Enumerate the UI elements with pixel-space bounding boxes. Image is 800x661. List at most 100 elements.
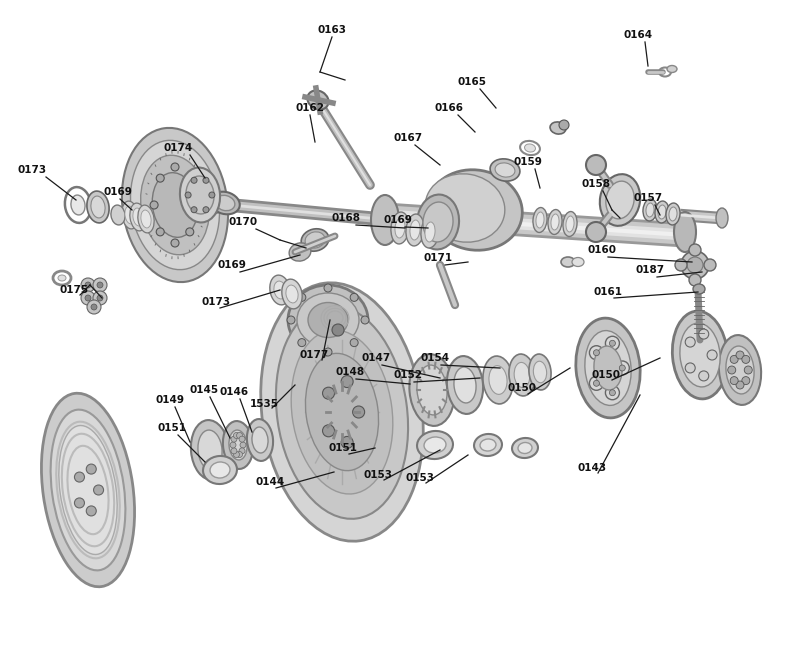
Circle shape [171, 239, 179, 247]
Text: 0152: 0152 [394, 370, 422, 380]
Circle shape [686, 337, 695, 347]
Circle shape [156, 174, 164, 182]
Circle shape [610, 340, 615, 346]
Circle shape [730, 356, 738, 364]
Ellipse shape [111, 205, 125, 225]
Circle shape [594, 350, 599, 356]
Text: 0173: 0173 [202, 297, 230, 307]
Circle shape [234, 432, 239, 438]
Text: 0164: 0164 [623, 30, 653, 40]
Ellipse shape [536, 212, 544, 228]
Circle shape [203, 177, 209, 183]
Circle shape [590, 376, 603, 390]
Ellipse shape [655, 201, 669, 223]
Circle shape [192, 201, 200, 209]
Ellipse shape [122, 128, 228, 282]
Circle shape [681, 251, 709, 279]
Ellipse shape [391, 212, 409, 244]
Ellipse shape [42, 393, 134, 587]
Circle shape [341, 436, 353, 448]
Ellipse shape [71, 195, 85, 215]
Ellipse shape [305, 232, 325, 248]
Ellipse shape [191, 420, 229, 480]
Ellipse shape [91, 196, 105, 218]
Circle shape [74, 498, 85, 508]
Ellipse shape [425, 174, 505, 242]
Circle shape [594, 380, 599, 386]
Ellipse shape [643, 199, 657, 221]
Ellipse shape [215, 195, 235, 211]
Text: 0174: 0174 [163, 143, 193, 153]
Ellipse shape [428, 170, 522, 251]
Ellipse shape [223, 421, 253, 469]
Ellipse shape [417, 431, 453, 459]
Circle shape [185, 192, 191, 198]
Text: 0144: 0144 [255, 477, 285, 487]
Text: 0147: 0147 [362, 353, 390, 363]
Ellipse shape [548, 210, 562, 235]
Text: 0150: 0150 [507, 383, 537, 393]
Ellipse shape [152, 173, 198, 237]
Ellipse shape [282, 279, 302, 309]
Circle shape [704, 259, 716, 271]
Text: 0169: 0169 [103, 187, 133, 197]
Text: 0148: 0148 [335, 367, 365, 377]
Circle shape [698, 371, 709, 381]
Ellipse shape [674, 212, 696, 252]
Text: 0159: 0159 [514, 157, 542, 167]
Ellipse shape [666, 203, 680, 225]
Ellipse shape [186, 176, 214, 214]
Ellipse shape [50, 410, 126, 570]
Ellipse shape [122, 201, 138, 229]
Ellipse shape [561, 257, 575, 267]
Circle shape [687, 257, 703, 273]
Circle shape [234, 451, 239, 457]
Ellipse shape [274, 281, 286, 299]
Ellipse shape [533, 208, 547, 233]
Ellipse shape [229, 430, 247, 460]
Text: 0154: 0154 [421, 353, 450, 363]
Text: 0169: 0169 [383, 215, 413, 225]
Text: 0153: 0153 [406, 473, 434, 483]
Text: 0143: 0143 [578, 463, 606, 473]
Circle shape [322, 387, 334, 399]
Circle shape [559, 120, 569, 130]
Ellipse shape [425, 222, 435, 242]
Circle shape [191, 177, 197, 183]
Circle shape [332, 324, 344, 336]
Text: 0187: 0187 [635, 265, 665, 275]
Ellipse shape [572, 258, 584, 266]
Ellipse shape [585, 330, 631, 405]
Circle shape [619, 365, 626, 371]
Circle shape [353, 406, 365, 418]
Circle shape [171, 163, 179, 171]
Text: 0150: 0150 [591, 370, 621, 380]
Ellipse shape [87, 191, 109, 223]
Ellipse shape [483, 356, 513, 404]
Ellipse shape [410, 220, 420, 240]
Ellipse shape [141, 155, 210, 254]
Circle shape [94, 485, 103, 495]
Circle shape [186, 228, 194, 236]
Ellipse shape [474, 434, 502, 456]
Ellipse shape [550, 122, 566, 134]
Ellipse shape [534, 361, 546, 383]
Circle shape [675, 259, 687, 271]
Ellipse shape [53, 271, 71, 285]
Text: 0163: 0163 [318, 25, 346, 35]
Ellipse shape [406, 214, 424, 246]
Circle shape [237, 432, 242, 438]
Text: 0171: 0171 [423, 253, 453, 263]
Circle shape [728, 366, 736, 374]
Ellipse shape [669, 207, 677, 221]
Ellipse shape [489, 366, 507, 395]
Ellipse shape [659, 67, 671, 77]
Circle shape [150, 201, 158, 209]
Circle shape [689, 274, 701, 286]
Circle shape [240, 442, 246, 448]
Circle shape [324, 348, 332, 356]
Circle shape [742, 377, 750, 385]
Circle shape [231, 448, 237, 454]
Ellipse shape [566, 216, 574, 232]
Circle shape [86, 464, 96, 474]
